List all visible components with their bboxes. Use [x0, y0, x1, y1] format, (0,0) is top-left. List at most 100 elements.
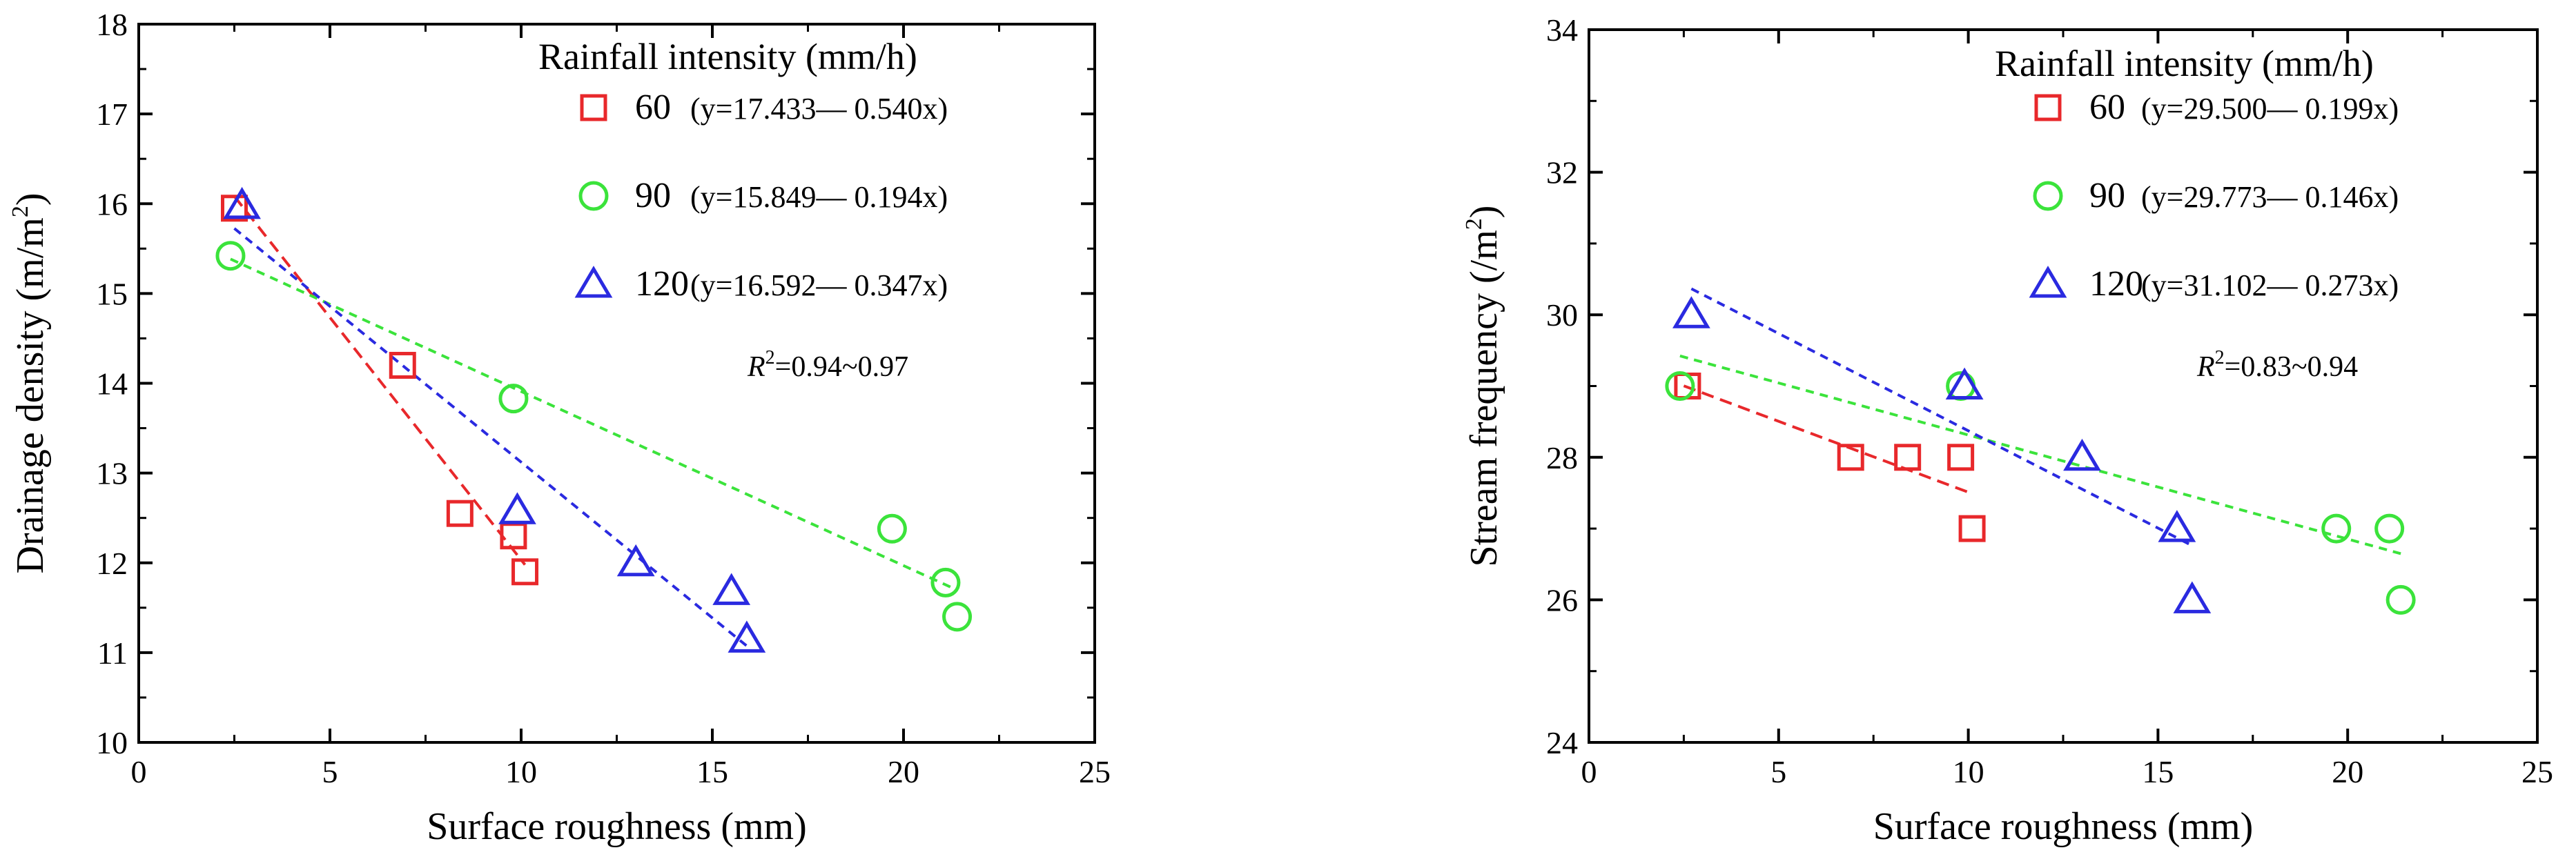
- legend-equation-120: (y=16.592— 0.347x): [690, 268, 948, 302]
- point-120: [1945, 367, 1984, 399]
- x-tick-label: 5: [322, 754, 338, 789]
- y-tick-label: 18: [96, 7, 128, 42]
- point-120: [728, 620, 766, 653]
- r2-sup: 2: [765, 347, 775, 368]
- x-axis-title: Surface roughness (mm): [427, 805, 807, 848]
- y-axis-title: Stream frequency (/m2): [1461, 206, 1505, 567]
- legend-equation-90: (y=15.849— 0.194x): [690, 180, 948, 214]
- x-tick-label: 20: [2332, 754, 2363, 789]
- point-60: [389, 351, 416, 379]
- chart-panel-2: 0 5 10 15 20 25 24 26 28 30 32 34 Surface roughness …: [1461, 12, 2553, 848]
- y-axis-title-tail: ): [1463, 206, 1505, 219]
- point-120: [712, 573, 751, 605]
- legend-label-120: 120: [2089, 264, 2143, 304]
- x-tick-label: 10: [1953, 754, 1984, 789]
- point-60: [511, 558, 539, 586]
- point-60: [221, 195, 248, 222]
- y-tick-label: 32: [1546, 155, 1578, 190]
- point-120: [1672, 296, 1710, 328]
- point-120: [616, 544, 655, 577]
- point-90: [1665, 371, 1695, 401]
- point-90: [942, 602, 973, 632]
- point-90: [215, 241, 246, 271]
- x-tick-label: 0: [131, 754, 147, 789]
- point-60: [1947, 444, 1975, 471]
- r2-sup: 2: [2215, 347, 2225, 368]
- point-90: [2321, 513, 2352, 544]
- y-tick-label: 16: [96, 186, 128, 221]
- legend-title: Rainfall intensity (mm/h): [1995, 43, 2374, 84]
- y-tick-label: 10: [96, 725, 128, 760]
- y-axis-title-main: Stream frequency (/m: [1463, 230, 1505, 566]
- fit-line-90: [1679, 354, 2401, 555]
- x-tick-label: 0: [1581, 754, 1597, 789]
- y-axis-title-sup: 2: [8, 206, 33, 217]
- legend-equation-120: (y=31.102— 0.273x): [2141, 268, 2399, 302]
- point-120: [2063, 438, 2101, 471]
- fit-line-60: [1683, 384, 1973, 495]
- legend-label-60: 60: [2089, 88, 2125, 127]
- r2-annotation: R2=0.94~0.97: [747, 347, 908, 383]
- legend-equation-60: (y=17.433— 0.540x): [690, 92, 948, 126]
- legend-title: Rainfall intensity (mm/h): [538, 36, 917, 77]
- legend-equation-90: (y=29.773— 0.146x): [2141, 180, 2399, 214]
- fit-line-90: [230, 257, 958, 591]
- legend-marker-60: [2034, 94, 2062, 121]
- x-tick-label: 25: [2521, 754, 2553, 789]
- legend-label-60: 60: [635, 88, 671, 127]
- y-tick-label: 26: [1546, 582, 1578, 618]
- legend-marker-60: [580, 94, 607, 121]
- r2-annotation: R2=0.83~0.94: [2196, 347, 2358, 383]
- y-tick-label: 28: [1546, 440, 1578, 475]
- r2-symbol: R: [2196, 351, 2215, 383]
- y-tick-label: 12: [96, 546, 128, 581]
- x-tick-label: 20: [888, 754, 919, 789]
- r2-value: =0.94~0.97: [775, 351, 908, 383]
- y-tick-label: 30: [1546, 297, 1578, 333]
- y-tick-label: 15: [96, 276, 128, 311]
- y-tick-label: 13: [96, 456, 128, 491]
- legend-label-120: 120: [635, 264, 689, 304]
- y-tick-label: 11: [97, 635, 128, 671]
- legend-equation-60: (y=29.500— 0.199x): [2141, 92, 2399, 126]
- x-axis-title: Surface roughness (mm): [1873, 805, 2254, 848]
- point-90: [877, 513, 907, 544]
- y-axis-title-main: Drainage density (m/m: [9, 217, 52, 573]
- point-60: [500, 522, 527, 550]
- fit-line-120: [233, 227, 748, 647]
- plot-frame: [1588, 28, 2539, 744]
- r2-symbol: R: [747, 351, 765, 383]
- point-90: [930, 567, 961, 598]
- point-90: [2385, 584, 2416, 615]
- point-120: [498, 492, 536, 524]
- y-axis-title: Drainage density (m/m2): [8, 193, 52, 574]
- point-60: [1958, 515, 1986, 542]
- legend-marker-90: [2033, 181, 2063, 211]
- y-tick-label: 17: [96, 97, 128, 132]
- point-60: [1837, 444, 1864, 471]
- y-tick-label: 14: [96, 366, 128, 402]
- x-tick-label: 10: [505, 754, 537, 789]
- point-120: [223, 186, 261, 219]
- legend-label-90: 90: [2089, 176, 2125, 215]
- y-tick-label: 34: [1546, 12, 1578, 48]
- r2-value: =0.83~0.94: [2225, 351, 2358, 383]
- legend-marker-90: [578, 181, 609, 211]
- y-axis-title-tail: ): [9, 193, 52, 206]
- chart-panel-1: 0 5 10 15 20 25 10 11 12 13 14 15 16 17 18 Surface roug…: [8, 7, 1111, 848]
- fit-line-120: [1690, 287, 2193, 547]
- x-tick-label: 15: [2142, 754, 2174, 789]
- fit-line-60: [233, 195, 527, 566]
- legend-marker-120: [2029, 266, 2067, 298]
- legend-label-90: 90: [635, 176, 671, 215]
- point-60: [1894, 444, 1922, 471]
- y-tick-label: 24: [1546, 725, 1578, 760]
- point-120: [2173, 581, 2212, 613]
- x-tick-label: 5: [1770, 754, 1786, 789]
- point-120: [2158, 510, 2196, 542]
- plot-frame: [137, 23, 1096, 744]
- x-tick-label: 15: [696, 754, 728, 789]
- y-axis-title-sup: 2: [1461, 218, 1487, 230]
